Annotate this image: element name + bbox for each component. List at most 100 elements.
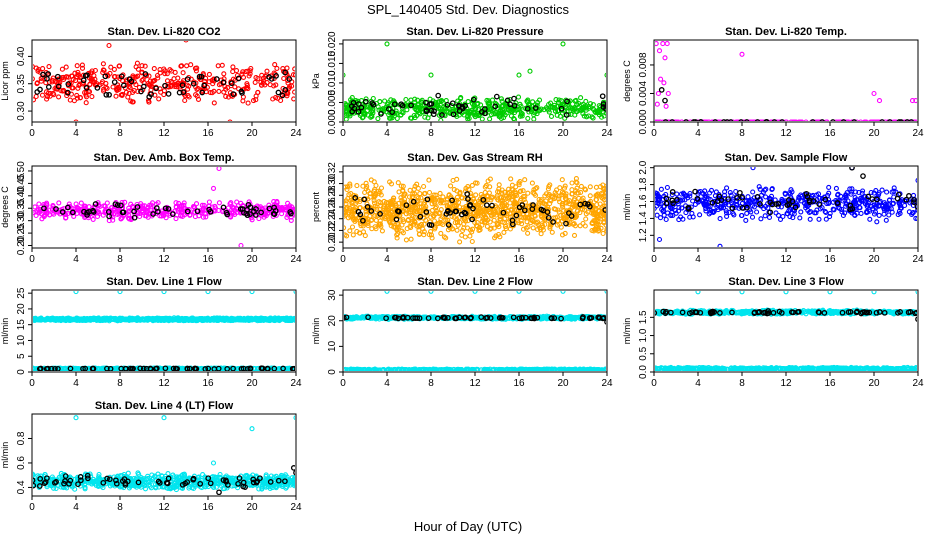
- data-point: [161, 88, 167, 94]
- data-point: [421, 191, 427, 197]
- y-tick-label: 0.20: [327, 232, 338, 252]
- data-point: [50, 203, 56, 209]
- data-point: [487, 219, 493, 225]
- data-point: [530, 99, 536, 105]
- data-point: [887, 119, 893, 121]
- data-point: [293, 291, 295, 294]
- data-point: [521, 197, 527, 203]
- data-point: [451, 214, 457, 220]
- data-point: [422, 114, 428, 120]
- data-point: [110, 217, 116, 223]
- data-point: [461, 112, 467, 118]
- data-point: [165, 205, 172, 212]
- data-point: [511, 117, 518, 121]
- data-point: [164, 71, 170, 77]
- data-point: [75, 366, 81, 371]
- data-point: [369, 217, 375, 223]
- data-point: [497, 113, 503, 119]
- data-point: [561, 207, 567, 213]
- data-point: [600, 101, 606, 107]
- data-point: [205, 291, 211, 295]
- data-point: [258, 209, 264, 216]
- data-point: [56, 200, 62, 206]
- data-point: [417, 213, 424, 220]
- data-point: [804, 196, 810, 202]
- data-point: [876, 98, 883, 104]
- data-point: [530, 225, 536, 231]
- data-point: [369, 100, 376, 106]
- data-point: [688, 119, 693, 121]
- data-point: [290, 316, 295, 322]
- data-point: [377, 99, 383, 105]
- data-point: [164, 78, 171, 84]
- data-point: [99, 79, 106, 85]
- data-point: [854, 210, 860, 216]
- data-point: [431, 108, 437, 114]
- data-point: [603, 110, 606, 116]
- data-point: [597, 201, 603, 207]
- data-point: [49, 79, 55, 85]
- data-point: [364, 204, 371, 210]
- data-point: [445, 207, 451, 214]
- data-point: [408, 236, 414, 242]
- data-point: [499, 104, 505, 110]
- data-point: [712, 119, 718, 121]
- data-point: [389, 115, 395, 121]
- data-point: [574, 185, 580, 191]
- data-point: [451, 187, 457, 193]
- data-point: [722, 189, 728, 195]
- x-tick-label: 8: [428, 128, 434, 139]
- data-point: [353, 200, 359, 206]
- data-point: [827, 214, 833, 220]
- data-point: [547, 100, 554, 106]
- data-point: [491, 217, 497, 223]
- data-point: [426, 177, 432, 183]
- data-point: [696, 189, 702, 195]
- data-point: [449, 100, 456, 107]
- data-point: [470, 205, 476, 212]
- data-point: [503, 203, 509, 209]
- data-point: [522, 193, 528, 200]
- data-point: [409, 212, 415, 218]
- data-point: [728, 200, 734, 206]
- data-point: [292, 315, 295, 321]
- data-point: [519, 221, 525, 227]
- data-point: [102, 73, 109, 80]
- data-point: [230, 91, 237, 97]
- data-point: [478, 212, 484, 218]
- data-point: [858, 210, 864, 216]
- data-point: [886, 212, 892, 218]
- data-point: [248, 65, 254, 72]
- data-point: [421, 232, 427, 238]
- data-point: [724, 119, 730, 121]
- data-point: [174, 80, 180, 87]
- data-point: [33, 209, 37, 215]
- data-point: [64, 93, 70, 99]
- x-tick-label: 16: [824, 128, 836, 139]
- data-point: [767, 199, 774, 206]
- data-point: [175, 317, 181, 323]
- data-point: [774, 119, 780, 121]
- data-point: [573, 179, 579, 185]
- data-point: [90, 207, 96, 214]
- data-point: [502, 189, 508, 195]
- data-point: [135, 88, 141, 95]
- data-point: [559, 218, 565, 224]
- data-point: [840, 119, 847, 121]
- panel-title: Stan. Dev. Li-820 Temp.: [725, 26, 847, 38]
- data-point: [171, 76, 177, 82]
- data-point: [859, 190, 865, 196]
- data-point: [563, 220, 569, 227]
- data-point: [582, 186, 588, 192]
- data-point: [465, 196, 471, 202]
- data-point: [206, 203, 212, 209]
- data-point: [518, 218, 524, 224]
- data-point: [556, 97, 562, 103]
- data-point: [362, 98, 369, 105]
- data-point: [54, 73, 61, 80]
- data-point: [835, 191, 841, 197]
- data-point: [79, 65, 86, 71]
- data-point: [165, 84, 171, 90]
- data-point: [417, 104, 423, 110]
